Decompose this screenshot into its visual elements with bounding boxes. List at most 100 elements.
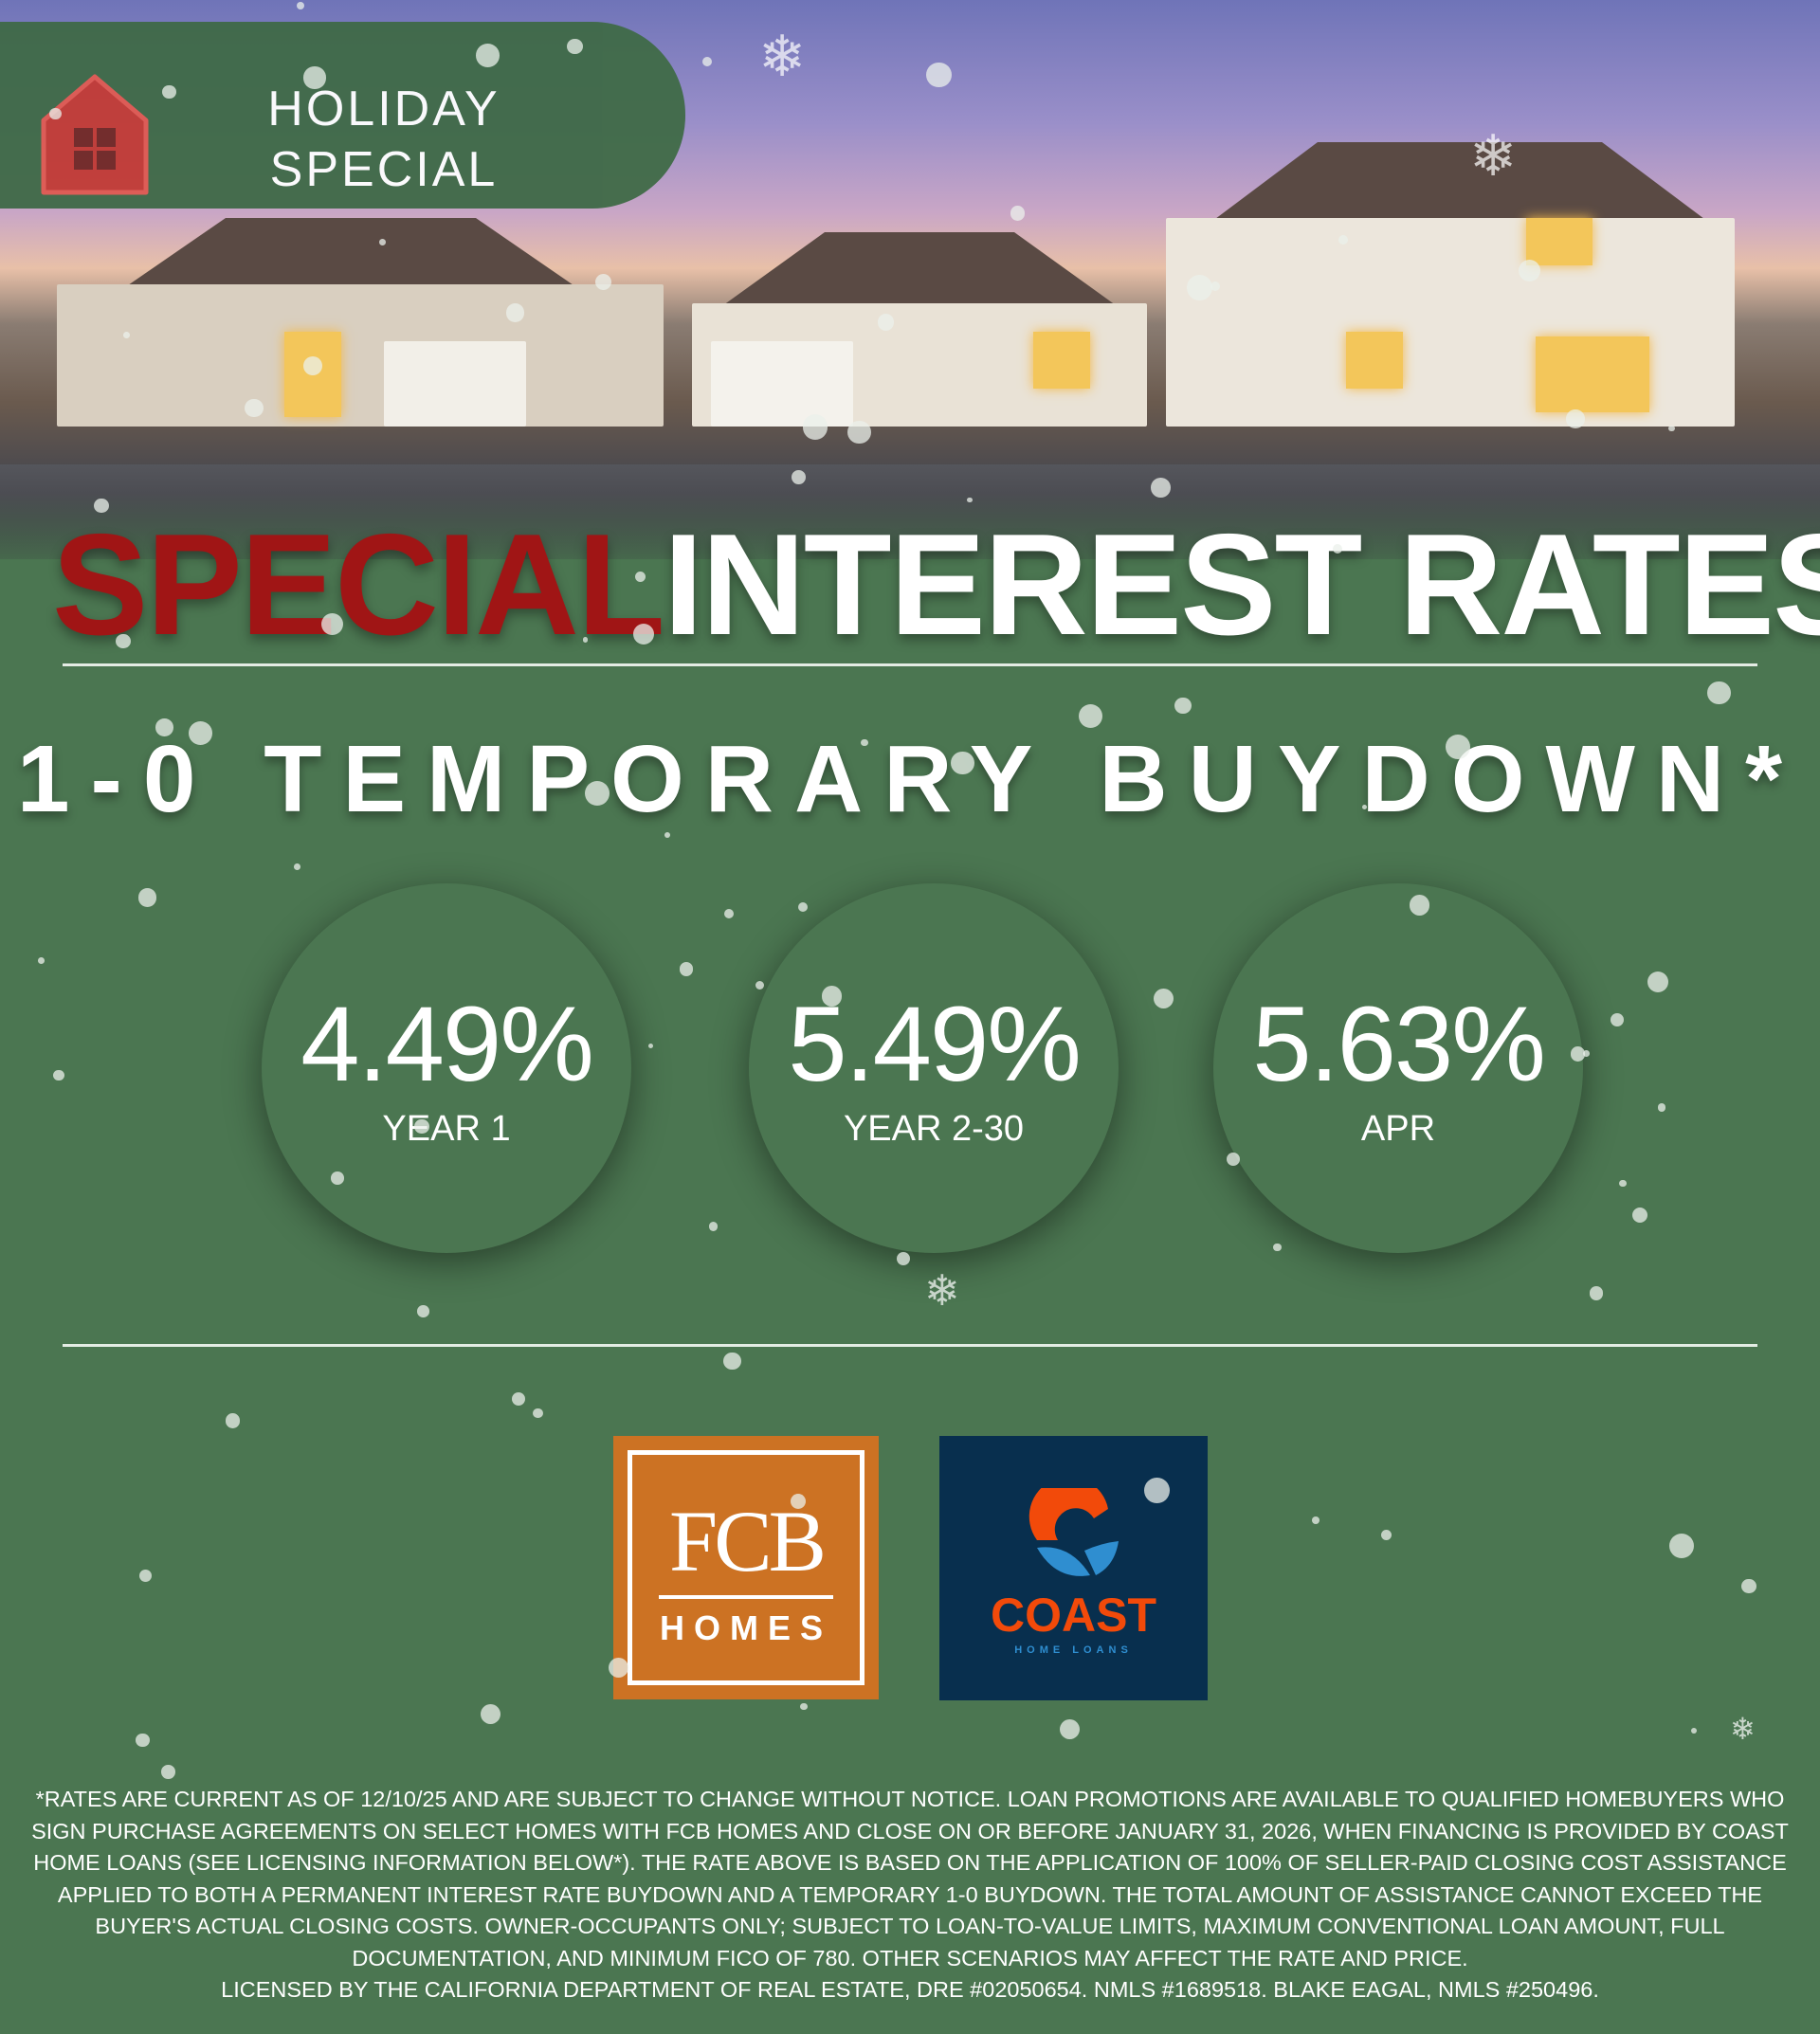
snow-dot [1566, 409, 1585, 428]
snow-dot [800, 1702, 808, 1711]
snow-dot [1619, 1179, 1627, 1188]
snow-dot [1691, 1728, 1698, 1734]
snow-dot [926, 63, 952, 88]
snow-dot [1571, 1046, 1586, 1062]
snow-dot [303, 66, 326, 89]
coast-wave-icon [1028, 1488, 1119, 1576]
snow-dot [1667, 425, 1675, 432]
snow-dot [1153, 988, 1174, 1008]
snow-dot [136, 1733, 151, 1748]
snowflake-icon: ❄ [1469, 124, 1518, 188]
page-title: SPECIALINTEREST RATES [52, 502, 1820, 668]
snow-dot [594, 273, 611, 290]
snow-dot [1445, 734, 1470, 759]
snow-dot [1361, 804, 1368, 809]
snow-dot [1589, 1286, 1604, 1300]
snow-dot [1657, 1103, 1665, 1112]
snow-dot [49, 107, 62, 120]
snow-dot [1409, 895, 1430, 916]
snow-dot [37, 956, 45, 964]
snow-dot [1707, 681, 1731, 705]
snowflake-icon: ❄ [1730, 1712, 1756, 1746]
snow-dot [53, 1069, 64, 1081]
rate-value: 5.49% [788, 985, 1082, 1103]
fcb-logo-main: FCB [669, 1493, 827, 1589]
snow-dot [567, 38, 583, 55]
rate-label: YEAR 2-30 [843, 1109, 1025, 1149]
snow-dot [1380, 1529, 1392, 1540]
coast-logo-sub: HOME LOANS [1014, 1644, 1133, 1656]
fcb-homes-logo: FCB HOMES [613, 1436, 879, 1699]
snow-dot [1741, 1578, 1756, 1593]
fcb-logo-sub: HOMES [659, 1608, 832, 1647]
snow-dot [331, 1171, 344, 1185]
snow-dot [723, 908, 735, 919]
snow-dot [1582, 1050, 1590, 1057]
rate-value: 5.63% [1252, 985, 1546, 1103]
snow-dot [635, 572, 646, 583]
snow-dot [296, 1, 304, 9]
house-icon [41, 74, 149, 195]
snow-dot [1143, 1478, 1170, 1504]
snow-dot [1519, 259, 1541, 281]
snow-dot [798, 901, 809, 913]
rate-circle-apr: 5.63% APR [1213, 883, 1583, 1253]
snow-dot [1610, 1012, 1625, 1026]
rate-label: APR [1360, 1109, 1436, 1149]
snow-dot [1632, 1208, 1648, 1224]
snowflake-icon: ❄ [924, 1266, 960, 1315]
snow-dot [664, 831, 671, 838]
snow-dot [155, 718, 173, 737]
snow-dot [755, 980, 764, 990]
snow-dot [480, 1704, 500, 1725]
snow-dot [1210, 281, 1220, 292]
snow-dot [582, 637, 589, 643]
snow-dot [951, 751, 975, 775]
snow-dot [1226, 1153, 1240, 1167]
snow-dot [608, 1657, 629, 1679]
snow-dot [877, 314, 895, 331]
holiday-special-badge: HOLIDAY SPECIAL [0, 22, 685, 209]
snow-dot [1338, 234, 1348, 245]
snow-dot [476, 43, 500, 67]
snow-dot [303, 356, 323, 376]
snow-dot [802, 414, 828, 440]
snow-dot [723, 1352, 741, 1370]
snow-dot [189, 721, 212, 746]
rate-circle-year-2-30: 5.49% YEAR 2-30 [749, 883, 1119, 1253]
snow-dot [1312, 1516, 1320, 1524]
snow-dot [162, 84, 177, 100]
snow-dot [790, 1494, 806, 1510]
snow-dot [413, 1118, 429, 1135]
snow-dot [138, 1570, 152, 1583]
snow-dot [633, 624, 655, 645]
snow-dot [647, 1044, 653, 1049]
snow-dot [378, 238, 386, 245]
snow-dot [679, 962, 694, 976]
snow-dot [225, 1413, 240, 1428]
disclaimer-body: *RATES ARE CURRENT AS OF 12/10/25 AND AR… [31, 1787, 1789, 1970]
snow-dot [93, 498, 109, 514]
divider-top [63, 663, 1757, 666]
snow-dot [966, 497, 973, 503]
rate-label: YEAR 1 [382, 1109, 511, 1149]
snowflake-icon: ❄ [758, 25, 807, 88]
rate-value: 4.49% [300, 985, 594, 1103]
snow-dot [115, 633, 131, 649]
snow-dot [861, 738, 868, 746]
snow-dot [160, 1765, 175, 1779]
snow-dot [320, 613, 344, 636]
snow-dot [896, 1252, 910, 1266]
badge-line-2: SPECIAL [269, 142, 499, 197]
snow-dot [1059, 1718, 1080, 1739]
snow-dot [122, 332, 130, 339]
coast-home-loans-logo: COAST HOME LOANS [939, 1436, 1208, 1700]
snow-dot [417, 1304, 429, 1317]
licensing-info: LICENSED BY THE CALIFORNIA DEPARTMENT OF… [221, 1977, 1599, 2002]
snow-dot [791, 470, 806, 485]
title-rest: INTEREST RATES [663, 504, 1820, 665]
snow-dot [1079, 704, 1103, 729]
snow-dot [702, 57, 712, 66]
houses-photo [0, 0, 1820, 578]
snow-dot [585, 780, 610, 806]
